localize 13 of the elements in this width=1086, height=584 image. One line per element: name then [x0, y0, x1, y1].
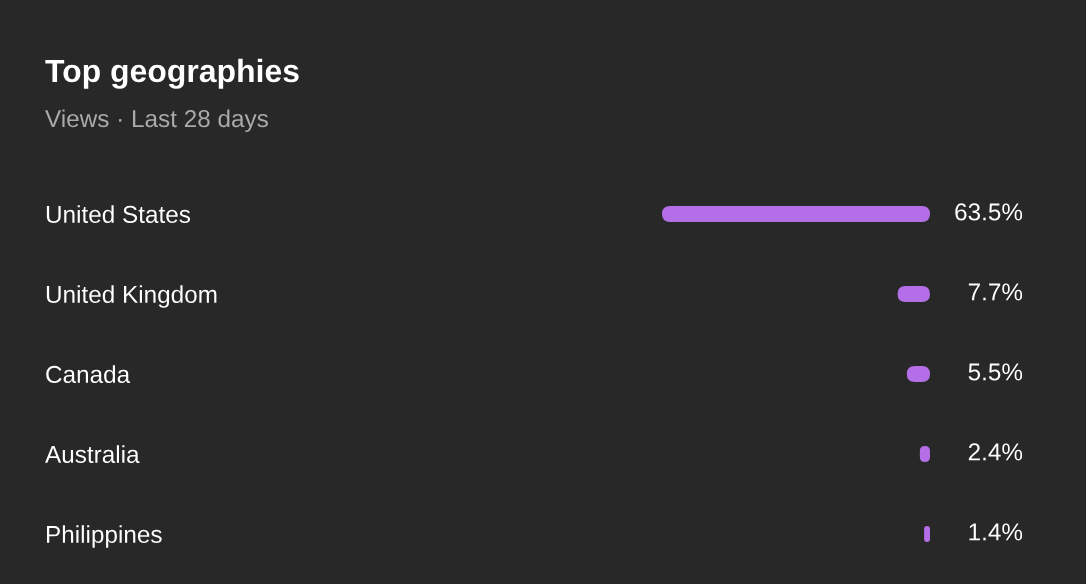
- data-label: 1.4%: [969, 523, 1023, 541]
- y-tick-label: Canada: [46, 365, 131, 384]
- data-label: 5.5%: [968, 363, 1023, 381]
- y-tick-label: United Kingdom: [46, 285, 217, 308]
- data-label: 63.5%: [955, 203, 1023, 221]
- bar: [662, 206, 930, 222]
- y-tick-label: Philippines: [46, 525, 162, 548]
- y-tick-label: Australia: [45, 445, 140, 464]
- text: Top geographies: [45, 58, 299, 89]
- text: Views · Last 28 days: [45, 109, 268, 133]
- y-tick-label: United States: [46, 205, 191, 224]
- data-label: 2.4%: [968, 443, 1023, 461]
- data-label: 7.7%: [968, 283, 1023, 301]
